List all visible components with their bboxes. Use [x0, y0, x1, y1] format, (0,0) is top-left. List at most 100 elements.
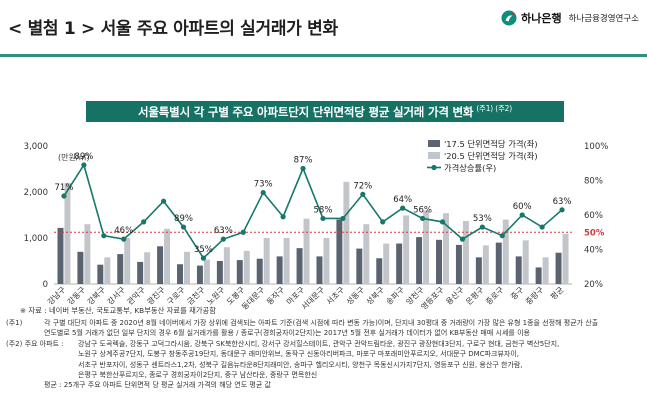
- growth-rate-point-19: [439, 219, 446, 225]
- x-tick-label: 강서구: [105, 284, 127, 306]
- growth-rate-point-12: [300, 165, 306, 172]
- bar-2017-23: [515, 256, 522, 284]
- x-tick-label: 강남구: [45, 284, 67, 306]
- bar-2017-7: [196, 265, 203, 284]
- growth-rate-point-8: [220, 236, 226, 242]
- bar-2020-4: [144, 252, 151, 284]
- logo-subtitle: 하나금융경영연구소: [568, 14, 639, 24]
- bar-2020-9: [243, 250, 250, 284]
- growth-rate-data-label: 89%: [74, 152, 93, 162]
- bar-2020-12: [303, 218, 310, 284]
- x-tick-label: 서초구: [325, 285, 347, 307]
- legend-swatch-marker: [431, 164, 437, 171]
- growth-rate-point-2: [101, 233, 107, 239]
- growth-rate-point-25: [559, 207, 565, 213]
- y-right-tick-label: 20%: [584, 280, 603, 290]
- reference-line-label: 50%: [584, 228, 605, 238]
- footnote-1-tag: (주1): [6, 319, 23, 327]
- growth-rate-point-21: [479, 224, 485, 230]
- growth-rate-point-3: [121, 236, 127, 242]
- growth-rate-point-1: [81, 162, 87, 168]
- bar-2017-9: [236, 260, 243, 284]
- x-tick-label: 관악구: [125, 284, 147, 306]
- hana-logo-icon: [501, 10, 517, 26]
- y-right-tick-label: 40%: [584, 246, 603, 256]
- growth-rate-point-9: [240, 229, 246, 235]
- growth-rate-data-label: 72%: [353, 181, 372, 191]
- logo-name: 하나은행: [521, 12, 562, 25]
- bar-2020-23: [522, 240, 529, 284]
- bar-2017-11: [276, 256, 283, 284]
- footnote-2-tag: (주2) 주요 아파트 :: [6, 339, 64, 348]
- x-tick-label: 강북구: [85, 284, 107, 306]
- growth-rate-data-label: 46%: [114, 226, 133, 236]
- x-tick-label: 광진구: [145, 284, 167, 306]
- bar-2020-3: [124, 238, 131, 284]
- x-tick-label: 은평구: [463, 284, 485, 306]
- legend-label-growth: 가격상승률(우): [444, 163, 496, 173]
- bar-2020-1: [84, 224, 91, 284]
- x-tick-label: 중랑구: [523, 284, 545, 306]
- bar-2017-1: [77, 251, 84, 284]
- growth-rate-point-7: [200, 255, 207, 261]
- chart-title-footnote: (주1) (주2): [476, 104, 512, 113]
- growth-rate-data-label: 58%: [314, 205, 333, 215]
- bar-2017-0: [57, 227, 64, 284]
- bar-2020-5: [164, 228, 171, 284]
- growth-rate-point-0: [61, 193, 67, 199]
- growth-rate-data-label: 35%: [194, 245, 213, 255]
- bar-2017-24: [535, 267, 542, 284]
- footnotes: (주1) 각 구별 대단지 아파트 중 2020년 8월 네이버에서 가장 상위…: [6, 318, 642, 391]
- growth-rate-data-label: 73%: [254, 180, 273, 190]
- bar-2017-20: [455, 244, 462, 284]
- legend-swatch-2017: [428, 140, 440, 147]
- y-left-axis-label: (만원/㎡): [58, 153, 90, 162]
- bar-2017-12: [296, 248, 303, 284]
- bar-2020-25: [562, 233, 569, 284]
- bar-2020-2: [104, 257, 111, 284]
- growth-rate-point-16: [380, 219, 386, 225]
- y-right-tick-label: 60%: [584, 211, 603, 221]
- growth-rate-data-label: 71%: [55, 183, 74, 193]
- bar-2017-10: [256, 258, 263, 284]
- y-right-tick-label: 80%: [584, 177, 603, 187]
- footnote-2-line-3: 서초구 반포자이, 성동구 센트라스1,2차, 성북구 길음뉴타운8단지래미안,…: [78, 360, 523, 369]
- bar-2017-16: [376, 258, 383, 284]
- legend-swatch-2020: [428, 152, 440, 159]
- bar-2017-19: [436, 239, 442, 284]
- growth-rate-point-18: [419, 215, 426, 222]
- growth-rate-point-22: [499, 233, 505, 239]
- chart-title-banner: 서울특별시 각 구별 주요 아파트단지 단위면적당 평균 실거래 가격 변화 (…: [86, 101, 564, 122]
- growth-rate-point-4: [141, 219, 147, 225]
- bar-2020-13: [323, 238, 330, 284]
- growth-rate-point-11: [280, 214, 286, 220]
- growth-rate-point-20: [459, 236, 466, 242]
- y-left-tick-label: 0: [43, 280, 48, 290]
- bar-2020-20: [462, 220, 469, 284]
- growth-rate-point-14: [340, 215, 346, 222]
- y-right-tick-label: 100%: [584, 142, 608, 152]
- bar-2017-13: [316, 256, 323, 284]
- bar-2017-22: [495, 242, 502, 284]
- growth-rate-line: [63, 163, 563, 260]
- bar-2017-3: [117, 254, 124, 284]
- page-title: < 별첨 1 > 서울 주요 아파트의 실거래가 변화: [8, 19, 338, 39]
- growth-rate-data-label: 87%: [294, 155, 313, 165]
- growth-rate-data-label: 63%: [214, 226, 233, 236]
- bar-2017-2: [97, 264, 104, 284]
- bar-2017-14: [336, 219, 343, 284]
- bar-2017-4: [137, 261, 144, 284]
- growth-rate-data-label: 60%: [513, 202, 532, 212]
- bar-2020-19: [443, 213, 449, 284]
- footnote-2-line-2: 노원구 상계주공7단지, 도봉구 창동주공19단지, 동대문구 래미안위브, 동…: [78, 350, 520, 359]
- bar-2020-22: [502, 219, 509, 284]
- company-logo: 하나은행 하나금융경영연구소: [501, 8, 639, 28]
- x-tick-label: 구로구: [165, 285, 187, 307]
- bar-2017-5: [157, 246, 164, 284]
- growth-rate-point-6: [180, 224, 187, 230]
- growth-rate-point-10: [260, 189, 266, 196]
- growth-rate-point-13: [320, 215, 326, 222]
- x-tick-label: 성동구: [345, 285, 367, 307]
- price-change-chart: 0 1,000 2,000 3,000 (만원/㎡) 20% 40% 60% 80% 100% 강남…: [20, 139, 608, 315]
- bar-2020-8: [223, 247, 230, 284]
